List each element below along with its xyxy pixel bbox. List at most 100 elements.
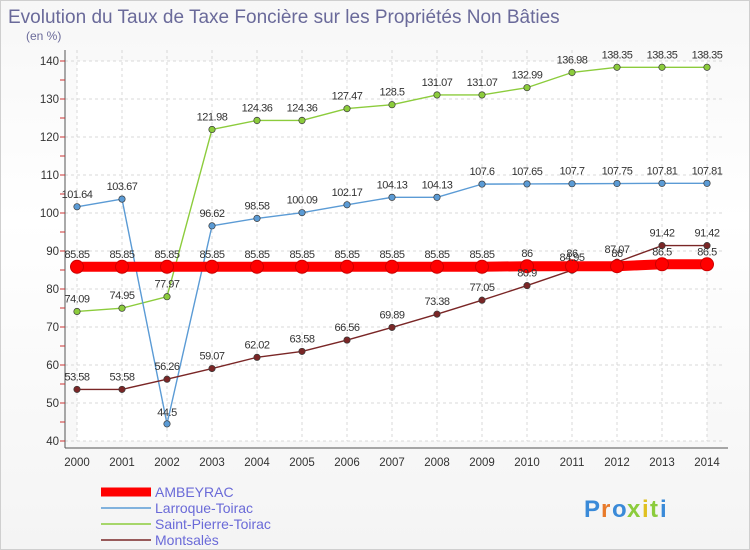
y-tick-label: 130 (40, 94, 59, 106)
x-tick-label: 2002 (154, 457, 180, 469)
data-point (253, 116, 261, 124)
logo-letter: o (612, 496, 627, 523)
data-label: 56.26 (154, 361, 179, 373)
y-tick-label: 110 (41, 170, 59, 182)
data-point (208, 125, 216, 134)
data-label: 86.5 (697, 246, 717, 258)
data-label: 77.05 (469, 282, 494, 294)
data-point (73, 307, 81, 316)
data-label: 86 (566, 248, 578, 260)
data-label: 124.36 (242, 102, 273, 114)
data-label: 85.85 (64, 249, 89, 261)
data-label: 107.65 (512, 166, 543, 178)
data-label: 136.98 (557, 54, 588, 66)
data-label: 85.85 (424, 249, 449, 261)
data-point (73, 385, 81, 393)
data-point (388, 323, 396, 331)
data-label: 66.56 (334, 322, 359, 334)
legend-label-3: Montsalès (155, 532, 219, 548)
data-point (208, 364, 216, 373)
data-point (298, 209, 306, 217)
y-tick-label: 50 (46, 398, 59, 410)
data-label: 91.42 (649, 228, 674, 240)
data-point (73, 203, 81, 211)
y-tick-label: 140 (40, 56, 59, 68)
data-label: 53.58 (64, 371, 89, 383)
data-label: 85.85 (154, 249, 179, 261)
data-label: 86 (521, 248, 533, 260)
data-label: 74.09 (64, 293, 89, 305)
data-label: 44.5 (157, 407, 177, 419)
x-tick-label: 2008 (424, 457, 450, 469)
data-point (478, 296, 486, 304)
data-label: 121.98 (197, 111, 228, 123)
data-point (700, 257, 714, 272)
data-point (565, 259, 579, 274)
data-label: 85.85 (379, 249, 404, 261)
data-point (163, 420, 171, 428)
data-label: 85.85 (469, 249, 494, 261)
data-label: 138.35 (602, 49, 633, 61)
data-point (115, 259, 129, 274)
data-point (613, 63, 621, 71)
x-tick-label: 2012 (604, 457, 630, 469)
data-label: 103.67 (107, 181, 138, 193)
y-tick-label: 80 (46, 284, 59, 296)
data-point (478, 91, 486, 99)
data-label: 107.81 (647, 165, 678, 177)
data-point (610, 259, 624, 274)
data-label: 87.07 (604, 244, 629, 256)
data-point (205, 259, 219, 274)
data-label: 91.42 (694, 228, 719, 240)
data-label: 96.62 (199, 208, 224, 220)
data-point (658, 63, 666, 71)
data-point (703, 242, 711, 250)
legend: AMBEYRACLarroque-ToiracSaint-Pierre-Toir… (101, 484, 271, 548)
data-label: 132.99 (512, 70, 543, 82)
y-tick-label: 70 (46, 322, 59, 334)
y-tick-label: 90 (46, 246, 59, 258)
data-label: 138.35 (692, 49, 723, 61)
data-label: 85.85 (334, 249, 359, 261)
logo-letter: i (642, 496, 649, 523)
data-point (343, 336, 351, 344)
data-point (160, 259, 174, 274)
data-label: 107.75 (602, 166, 633, 178)
x-tick-label: 2013 (649, 457, 675, 469)
data-label: 69.89 (379, 309, 404, 321)
logo-letter: t (650, 496, 658, 523)
data-label: 107.7 (559, 166, 584, 178)
data-label: 84.95 (559, 252, 584, 264)
data-label: 127.47 (332, 91, 363, 103)
data-label: 107.81 (692, 165, 723, 177)
data-point (475, 259, 489, 274)
data-point (343, 201, 351, 209)
data-point (658, 179, 666, 187)
data-label: 86.5 (652, 246, 672, 258)
y-tick-label: 120 (40, 132, 59, 144)
data-label-layer: 74.09 74.95 77.97 121.98 124.36 124.36 127.47 1… (62, 49, 724, 419)
data-label: 104.13 (377, 179, 408, 191)
data-point (163, 293, 171, 301)
data-label: 98.58 (244, 200, 269, 212)
grid (65, 50, 725, 442)
data-point (433, 193, 441, 201)
data-label: 101.64 (62, 189, 93, 201)
data-point (568, 68, 576, 77)
data-label: 85.85 (109, 249, 134, 261)
data-point (388, 101, 396, 109)
data-point (163, 375, 171, 383)
data-label: 102.17 (332, 187, 363, 199)
data-point (523, 282, 531, 290)
data-point (613, 180, 621, 188)
data-point (433, 310, 441, 318)
data-label: 85.85 (199, 249, 224, 261)
x-tick-label: 2009 (469, 457, 495, 469)
data-point (295, 259, 309, 274)
data-label: 138.35 (647, 49, 678, 61)
data-point (118, 195, 126, 203)
data-label: 85.85 (289, 249, 314, 261)
x-tick-label: 2011 (560, 457, 585, 469)
logo-letter: x (627, 496, 641, 523)
data-label: 73.38 (424, 296, 449, 308)
